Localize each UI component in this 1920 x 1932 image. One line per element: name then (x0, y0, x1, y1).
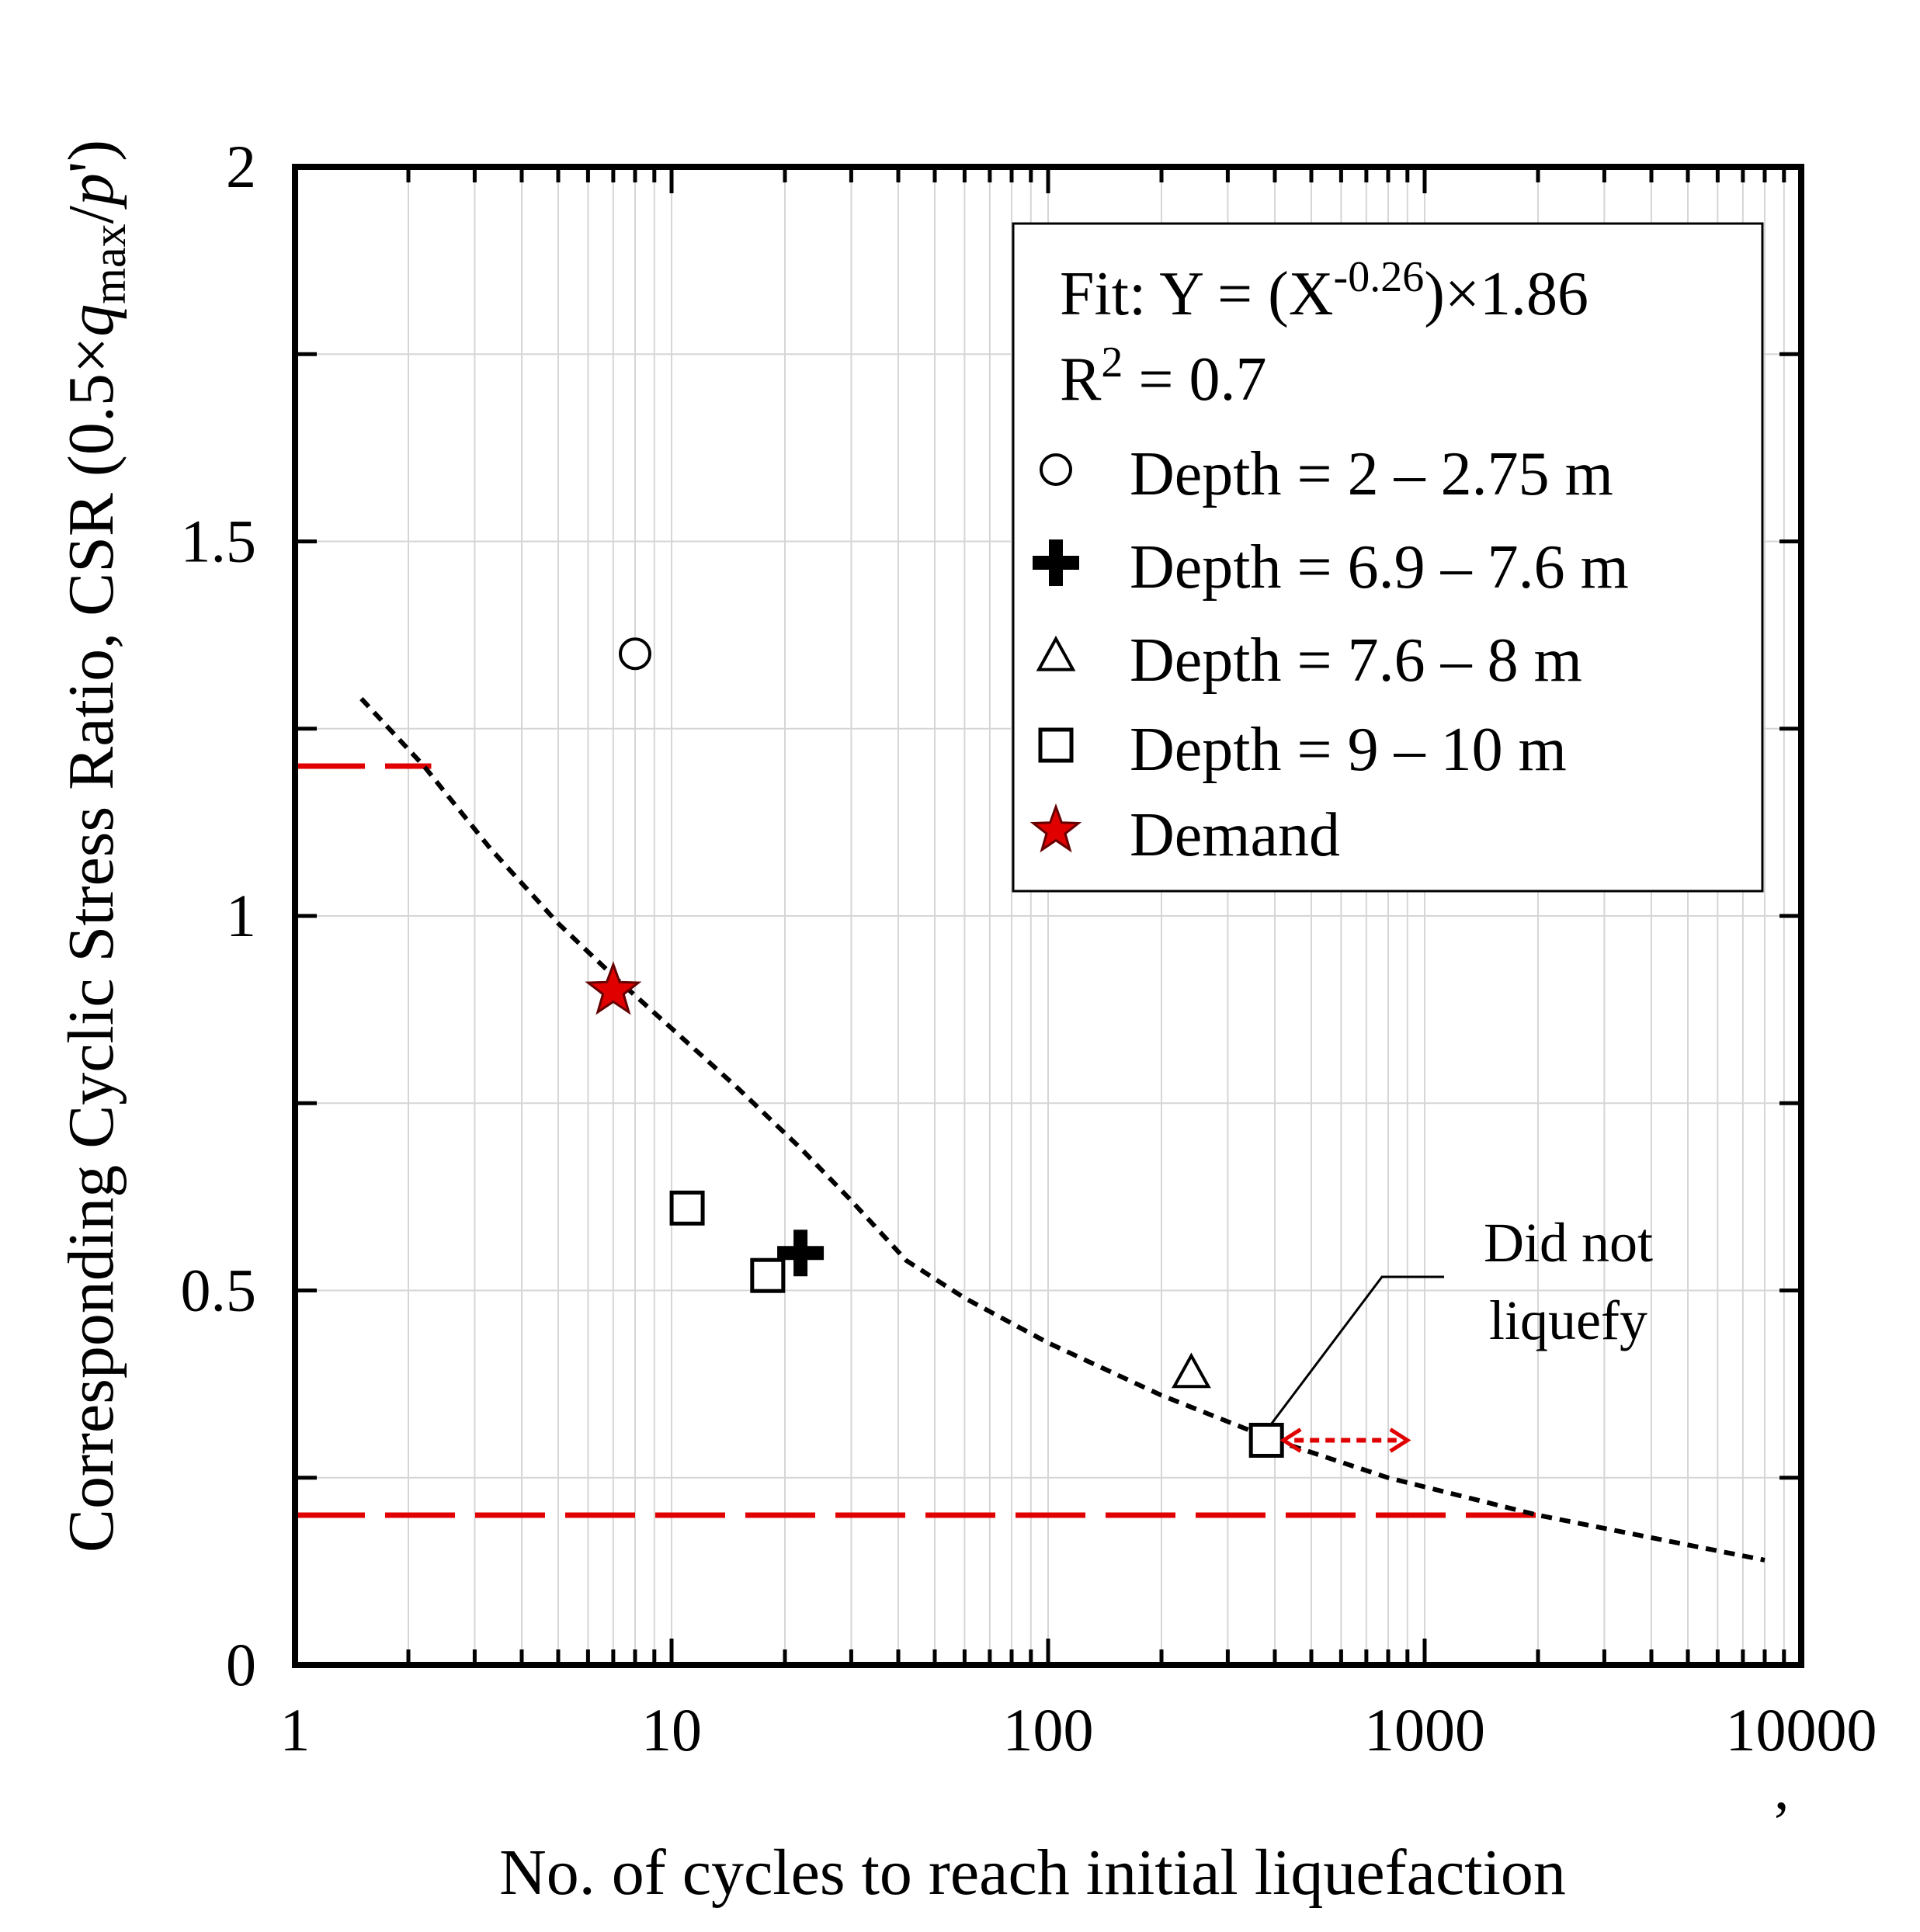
legend-r-squared: R2 = 0.7 (1060, 338, 1266, 414)
y-tick-label: 0 (226, 1631, 256, 1698)
y-tick-label: 1.5 (181, 508, 257, 575)
legend-label: Depth = 9 – 10 m (1130, 716, 1567, 784)
legend: Fit: Y = (X-0.26)×1.86 R2 = 0.7 Depth = … (1012, 222, 1764, 893)
legend-marker-plus (1033, 539, 1079, 586)
range-arrow-head-left (1279, 1427, 1302, 1453)
annotation-text-line1: Did not (1484, 1212, 1653, 1274)
x-tick-label: 100 (1003, 1696, 1094, 1764)
annotation-group: Did not liquefy (1268, 1212, 1653, 1453)
data-point-triangle (1172, 1352, 1211, 1389)
legend-label: Demand (1130, 801, 1340, 869)
fit-curve (359, 697, 1765, 1563)
y-tick-label: 2 (226, 133, 256, 200)
legend-marker-circle (1040, 453, 1072, 486)
x-axis-title: No. of cycles to reach initial liquefact… (499, 1837, 1566, 1909)
data-point-plus (777, 1230, 825, 1277)
legend-label: Depth = 7.6 – 8 m (1130, 626, 1582, 695)
y-axis-title: Corresponding Cyclic Stress Ratio, CSR (… (55, 140, 135, 1552)
y-tick-label: 0.5 (181, 1257, 257, 1324)
data-point-circle (618, 637, 651, 671)
annotation-text-line2: liquefy (1489, 1289, 1647, 1351)
legend-items: Depth = 2 – 2.75 m Depth = 6.9 – 7.6 m Dep… (1029, 440, 1629, 869)
legend-label: Depth = 2 – 2.75 m (1130, 440, 1613, 508)
x-tick-label: 10000 (1726, 1696, 1877, 1764)
legend-marker-triangle (1036, 635, 1076, 671)
y-tick-label: 1 (226, 882, 256, 949)
data-point-square (1248, 1423, 1284, 1458)
legend-marker-star (1029, 803, 1082, 853)
x-tick-label: 1 (280, 1696, 311, 1764)
legend-label: Depth = 6.9 – 7.6 m (1130, 533, 1629, 602)
range-arrow-head-right (1389, 1427, 1411, 1453)
annotation-leader-line (1268, 1275, 1444, 1427)
axis-ticks: 1 10 100 1000 10000 0 0.5 1 1.5 2 (181, 133, 1877, 1764)
x-tick-label: 1000 (1364, 1696, 1485, 1764)
data-point-square (669, 1190, 705, 1226)
data-markers (585, 637, 1284, 1458)
data-point-star (585, 961, 642, 1015)
stray-comma: , (1774, 1754, 1790, 1822)
fit-curve-group (359, 697, 1765, 1563)
legend-box (1012, 222, 1764, 893)
legend-fit-equation: Fit: Y = (X-0.26)×1.86 (1060, 253, 1588, 328)
x-tick-label: 10 (641, 1696, 702, 1764)
legend-marker-square (1038, 727, 1074, 763)
reference-lines (295, 763, 1538, 1518)
data-point-square (750, 1257, 786, 1293)
